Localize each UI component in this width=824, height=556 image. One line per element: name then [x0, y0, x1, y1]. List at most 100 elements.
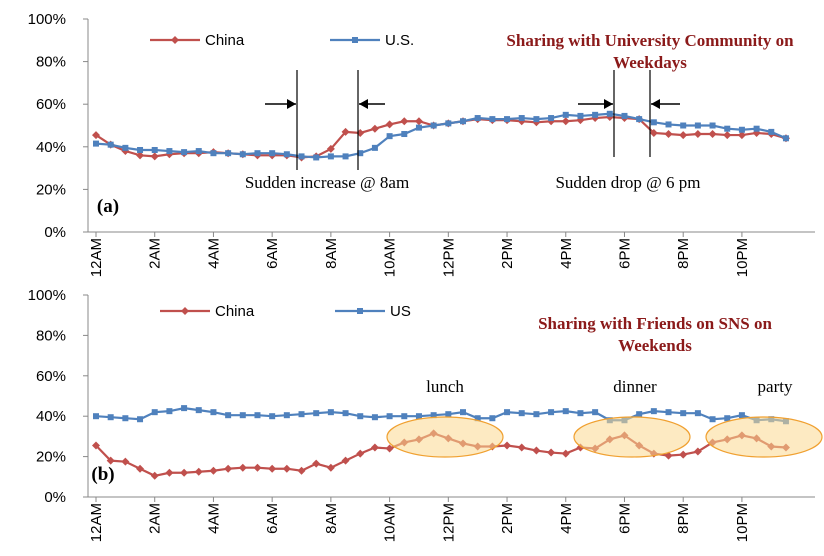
point — [738, 412, 745, 419]
point — [679, 450, 688, 459]
point — [737, 131, 746, 140]
point — [370, 124, 379, 133]
point — [93, 140, 99, 147]
point — [724, 415, 731, 422]
point — [415, 124, 422, 131]
x-tick-label: 2AM — [147, 238, 164, 269]
point — [210, 409, 217, 416]
point — [370, 443, 379, 452]
point — [768, 128, 775, 135]
x-tick-label: 8PM — [675, 503, 692, 534]
point — [533, 411, 540, 418]
point — [195, 407, 202, 414]
x-tick-label: 10PM — [734, 503, 751, 542]
point — [694, 410, 701, 417]
point — [166, 408, 173, 415]
legend-marker — [181, 307, 189, 315]
x-tick-label: 10PM — [734, 238, 751, 277]
x-tick-label: 12PM — [440, 238, 457, 277]
point — [414, 117, 423, 126]
point — [254, 412, 261, 419]
point — [460, 118, 466, 125]
point — [386, 413, 393, 420]
point — [474, 415, 481, 422]
y-tick-label: 0% — [44, 224, 66, 241]
point — [636, 411, 643, 418]
point — [592, 111, 599, 118]
legend-marker — [171, 36, 179, 44]
y-tick-label: 100% — [28, 11, 66, 28]
point — [326, 144, 335, 153]
legend-label: China — [205, 32, 245, 49]
point — [209, 466, 218, 475]
x-tick-label: 4PM — [558, 503, 575, 534]
point — [210, 150, 217, 157]
point — [269, 150, 276, 157]
chart-title: Sharing with University Community on Wee… — [506, 31, 794, 72]
point — [92, 441, 100, 450]
annotation: dinner — [613, 377, 657, 396]
point — [298, 153, 305, 160]
point — [225, 412, 232, 419]
point — [150, 152, 159, 161]
x-tick-label: 2PM — [499, 238, 516, 269]
point — [385, 120, 394, 129]
point — [680, 122, 687, 129]
point — [151, 146, 158, 153]
y-tick-label: 20% — [36, 181, 66, 198]
y-tick-label: 20% — [36, 449, 66, 466]
point — [180, 468, 189, 477]
point — [518, 115, 525, 122]
y-tick-label: 100% — [28, 287, 66, 304]
highlight — [573, 416, 691, 458]
point — [194, 467, 203, 476]
x-tick-label: 12AM — [88, 238, 105, 277]
point — [341, 456, 350, 465]
highlight — [386, 416, 504, 458]
point — [92, 131, 100, 140]
arrow-head — [359, 99, 368, 109]
x-tick-label: 6AM — [264, 238, 281, 269]
point — [137, 146, 144, 153]
point — [445, 120, 452, 127]
point — [166, 148, 173, 155]
legend-label: China — [215, 303, 255, 320]
x-tick-label: 12AM — [88, 503, 105, 542]
point — [107, 141, 114, 148]
point — [606, 110, 613, 117]
point — [150, 471, 159, 480]
point — [136, 151, 145, 160]
point — [679, 131, 688, 140]
y-tick-label: 0% — [44, 489, 66, 506]
point — [561, 449, 570, 458]
x-tick-label: 8PM — [675, 238, 692, 269]
point — [460, 409, 466, 416]
point — [532, 446, 541, 455]
point — [723, 131, 732, 140]
point — [636, 116, 643, 123]
point — [489, 116, 496, 123]
point — [181, 405, 188, 412]
point — [709, 416, 716, 423]
point — [224, 464, 233, 473]
y-tick-label: 40% — [36, 408, 66, 425]
point — [577, 112, 584, 119]
point — [738, 126, 745, 133]
point — [269, 413, 276, 420]
point — [283, 412, 290, 419]
panel-label: (a) — [97, 196, 119, 217]
x-tick-label: 6PM — [616, 238, 633, 269]
point — [282, 464, 291, 473]
point — [474, 115, 481, 122]
point — [547, 448, 556, 457]
point — [342, 410, 349, 417]
point — [151, 409, 158, 416]
point — [239, 412, 246, 419]
point — [239, 151, 246, 158]
point — [782, 135, 789, 142]
point — [137, 416, 144, 423]
point — [650, 119, 657, 126]
point — [225, 150, 232, 157]
point — [342, 153, 349, 160]
